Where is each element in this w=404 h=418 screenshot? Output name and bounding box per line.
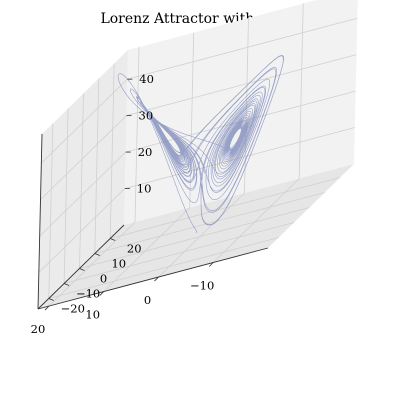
y-tick xyxy=(110,238,116,241)
y-tick xyxy=(79,268,85,271)
x-tick xyxy=(44,305,50,311)
z-axis-line xyxy=(37,133,43,310)
grid-line-x xyxy=(212,3,304,263)
x-tick-label: −10 xyxy=(190,279,214,293)
floor-pane xyxy=(38,164,354,309)
y-axis-line xyxy=(37,224,125,310)
x-axis-line xyxy=(37,247,269,310)
y-tick xyxy=(63,283,70,286)
tick-marks xyxy=(44,78,214,311)
grid-line-x xyxy=(48,47,140,307)
x-tick-label: 10 xyxy=(85,308,100,322)
axis-lines xyxy=(37,133,269,310)
z-tick-label: 20 xyxy=(138,145,153,159)
x-tick-label: 20 xyxy=(31,322,46,336)
x-tick xyxy=(154,276,159,282)
attractor-line xyxy=(117,55,285,234)
y-tick-label: 10 xyxy=(111,257,126,271)
z-tick-label: 10 xyxy=(137,182,152,196)
y-tick-label: −10 xyxy=(76,287,100,301)
x-tick-label: 0 xyxy=(144,293,151,307)
x-tick xyxy=(208,262,214,267)
y-tick-label: 0 xyxy=(100,272,107,286)
z-tick-label: 30 xyxy=(139,109,154,123)
attractor-curve-layer xyxy=(117,55,285,234)
x-tick xyxy=(99,291,104,296)
y-tick xyxy=(94,253,100,256)
side-pane xyxy=(38,50,128,309)
y-tick xyxy=(48,298,54,301)
z-tick-label: 40 xyxy=(139,72,154,86)
y-tick-label: 20 xyxy=(127,242,142,256)
y-tick-label: −20 xyxy=(61,302,85,316)
grid-line-x xyxy=(103,32,195,292)
grid-line-x xyxy=(158,17,249,278)
grid-line-z xyxy=(38,127,355,273)
